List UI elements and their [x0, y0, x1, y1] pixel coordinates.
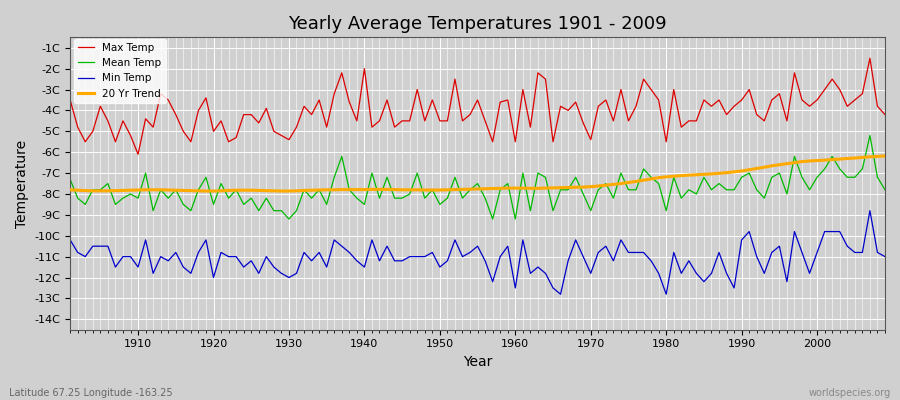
Min Temp	[502, 244, 513, 248]
Min Temp	[608, 258, 619, 263]
Mean Temp	[344, 187, 355, 192]
Text: Latitude 67.25 Longitude -163.25: Latitude 67.25 Longitude -163.25	[9, 388, 173, 398]
Max Temp	[65, 98, 76, 102]
Max Temp	[865, 56, 876, 61]
20 Yr Trend	[65, 187, 76, 192]
Max Temp	[344, 100, 355, 104]
Line: 20 Yr Trend: 20 Yr Trend	[70, 156, 885, 191]
Mean Temp	[125, 192, 136, 196]
Mean Temp	[284, 217, 294, 222]
20 Yr Trend	[125, 188, 136, 193]
Min Temp	[879, 254, 890, 259]
Max Temp	[608, 118, 619, 123]
20 Yr Trend	[608, 182, 619, 187]
X-axis label: Year: Year	[463, 355, 492, 369]
20 Yr Trend	[201, 189, 212, 194]
Min Temp	[337, 244, 347, 248]
20 Yr Trend	[879, 154, 890, 158]
20 Yr Trend	[510, 186, 521, 190]
Legend: Max Temp, Mean Temp, Min Temp, 20 Yr Trend: Max Temp, Mean Temp, Min Temp, 20 Yr Tre…	[74, 39, 166, 103]
20 Yr Trend	[518, 186, 528, 190]
Y-axis label: Temperature: Temperature	[15, 140, 29, 228]
Mean Temp	[518, 171, 528, 176]
Min Temp	[510, 286, 521, 290]
Max Temp	[125, 133, 136, 138]
Line: Mean Temp: Mean Temp	[70, 136, 885, 219]
Max Temp	[132, 152, 143, 157]
20 Yr Trend	[344, 187, 355, 192]
Line: Max Temp: Max Temp	[70, 58, 885, 154]
Mean Temp	[879, 187, 890, 192]
Min Temp	[125, 254, 136, 259]
Min Temp	[555, 292, 566, 297]
Mean Temp	[865, 133, 876, 138]
20 Yr Trend	[299, 188, 310, 193]
Min Temp	[65, 238, 76, 242]
Mean Temp	[65, 177, 76, 182]
Max Temp	[518, 87, 528, 92]
Line: Min Temp: Min Temp	[70, 211, 885, 294]
Mean Temp	[608, 196, 619, 200]
Mean Temp	[510, 217, 521, 222]
Mean Temp	[299, 187, 310, 192]
Max Temp	[299, 104, 310, 109]
Max Temp	[510, 139, 521, 144]
Min Temp	[291, 271, 302, 276]
Max Temp	[879, 112, 890, 117]
Min Temp	[865, 208, 876, 213]
Text: worldspecies.org: worldspecies.org	[809, 388, 891, 398]
Title: Yearly Average Temperatures 1901 - 2009: Yearly Average Temperatures 1901 - 2009	[288, 15, 667, 33]
